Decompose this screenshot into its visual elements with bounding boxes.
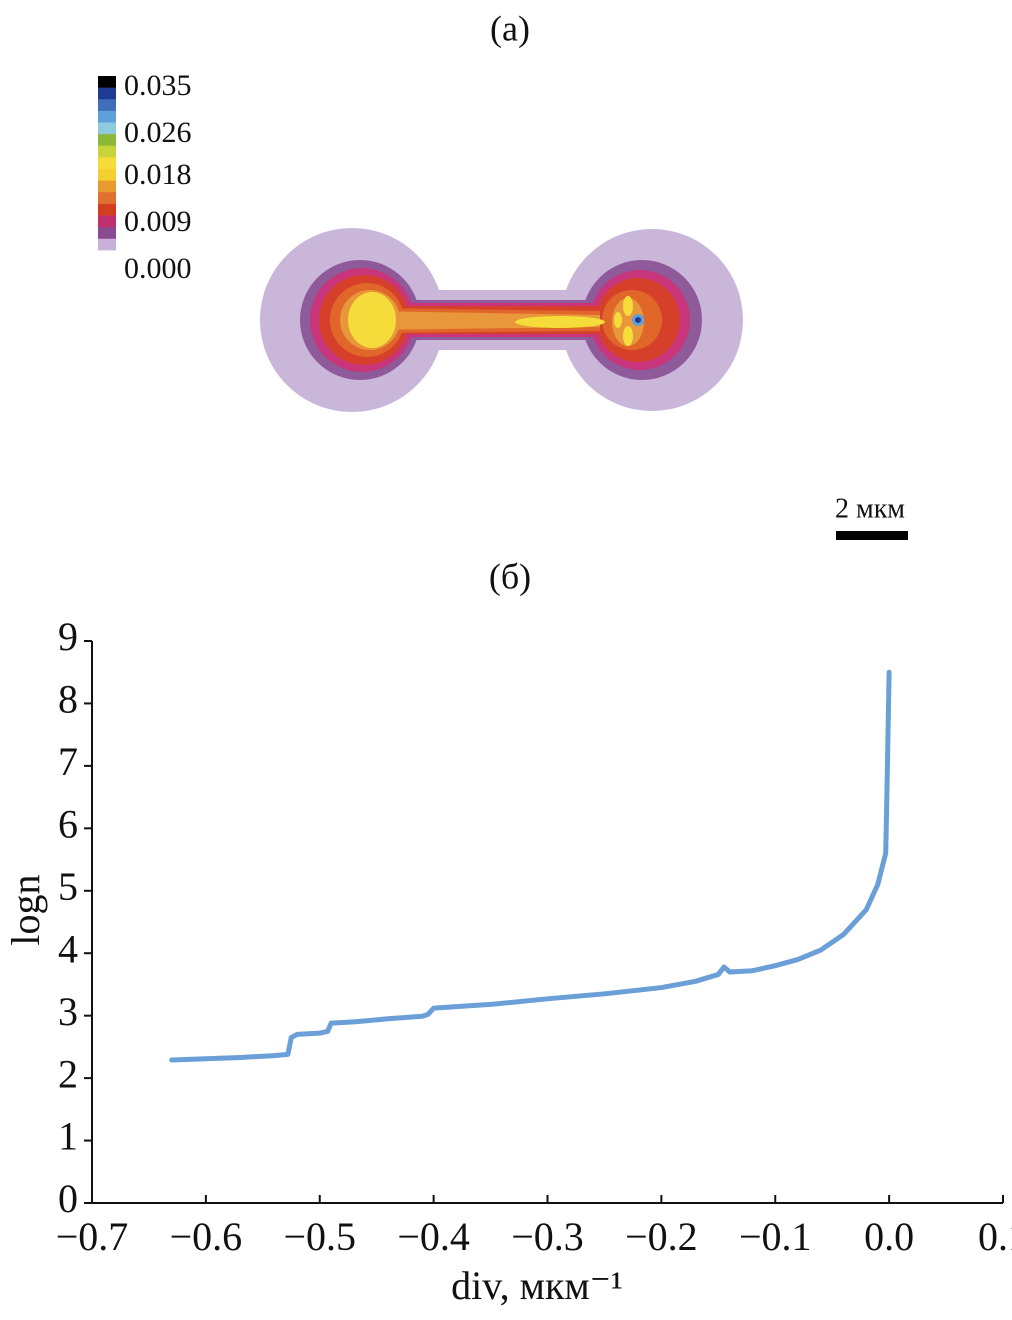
colorbar-swatch xyxy=(98,169,116,182)
scale-bar-label: 2 мкм xyxy=(835,493,905,524)
colorbar-swatch xyxy=(98,110,116,123)
colorbar-swatch xyxy=(98,180,116,193)
x-tick-label: −0.4 xyxy=(397,1214,470,1259)
colorbar-tick-label: 0.035 xyxy=(124,69,192,102)
colorbar: 0.035 0.026 0.018 0.009 0.000 xyxy=(98,69,192,285)
colorbar-tick-label: 0.018 xyxy=(124,158,192,191)
y-tick-label: 5 xyxy=(58,864,78,909)
colorbar-swatch xyxy=(98,250,116,263)
x-tick-label: −0.6 xyxy=(170,1214,243,1259)
colorbar-swatch xyxy=(98,99,116,112)
colorbar-swatch xyxy=(98,203,116,216)
colorbar-swatch xyxy=(98,157,116,170)
y-tick-label: 6 xyxy=(58,802,78,847)
y-tick-label: 3 xyxy=(58,989,78,1034)
x-tick-label: −0.2 xyxy=(625,1214,698,1259)
colorbar-swatch xyxy=(98,122,116,135)
y-tick-label: 8 xyxy=(58,677,78,722)
contour-map xyxy=(260,228,743,412)
y-tick-label: 0 xyxy=(58,1176,78,1221)
colorbar-tick-label: 0.000 xyxy=(124,252,192,285)
y-axis-label: logn xyxy=(3,874,48,945)
y-tick-label: 7 xyxy=(58,739,78,784)
y-tick-label: 4 xyxy=(58,926,78,971)
scale-bar xyxy=(836,531,908,540)
x-tick-label: −0.1 xyxy=(739,1214,812,1259)
colorbar-swatch xyxy=(98,227,116,240)
colorbar-swatch xyxy=(98,134,116,147)
data-line xyxy=(169,669,892,1063)
y-tick-label: 1 xyxy=(58,1114,78,1159)
x-tick-label: −0.3 xyxy=(511,1214,584,1259)
x-tick-label: 0.1 xyxy=(978,1214,1012,1259)
colorbar-swatch xyxy=(98,192,116,205)
y-tick-label: 2 xyxy=(58,1051,78,1096)
colorbar-swatch xyxy=(98,145,116,158)
colorbar-swatch xyxy=(98,87,116,100)
panel-title: (б) xyxy=(489,556,531,596)
colorbar-swatch xyxy=(98,76,116,89)
x-tick-label: −0.7 xyxy=(56,1214,129,1259)
x-tick-label: −0.5 xyxy=(283,1214,356,1259)
colorbar-swatch xyxy=(98,215,116,228)
colorbar-tick-label: 0.009 xyxy=(124,205,192,238)
colorbar-swatch xyxy=(98,238,116,251)
y-tick-label: 9 xyxy=(58,614,78,659)
colorbar-tick-label: 0.026 xyxy=(124,116,192,149)
x-axis-label: div, мкм⁻¹ xyxy=(451,1263,623,1308)
x-tick-label: 0.0 xyxy=(864,1214,914,1259)
panel-title: (а) xyxy=(490,8,530,48)
